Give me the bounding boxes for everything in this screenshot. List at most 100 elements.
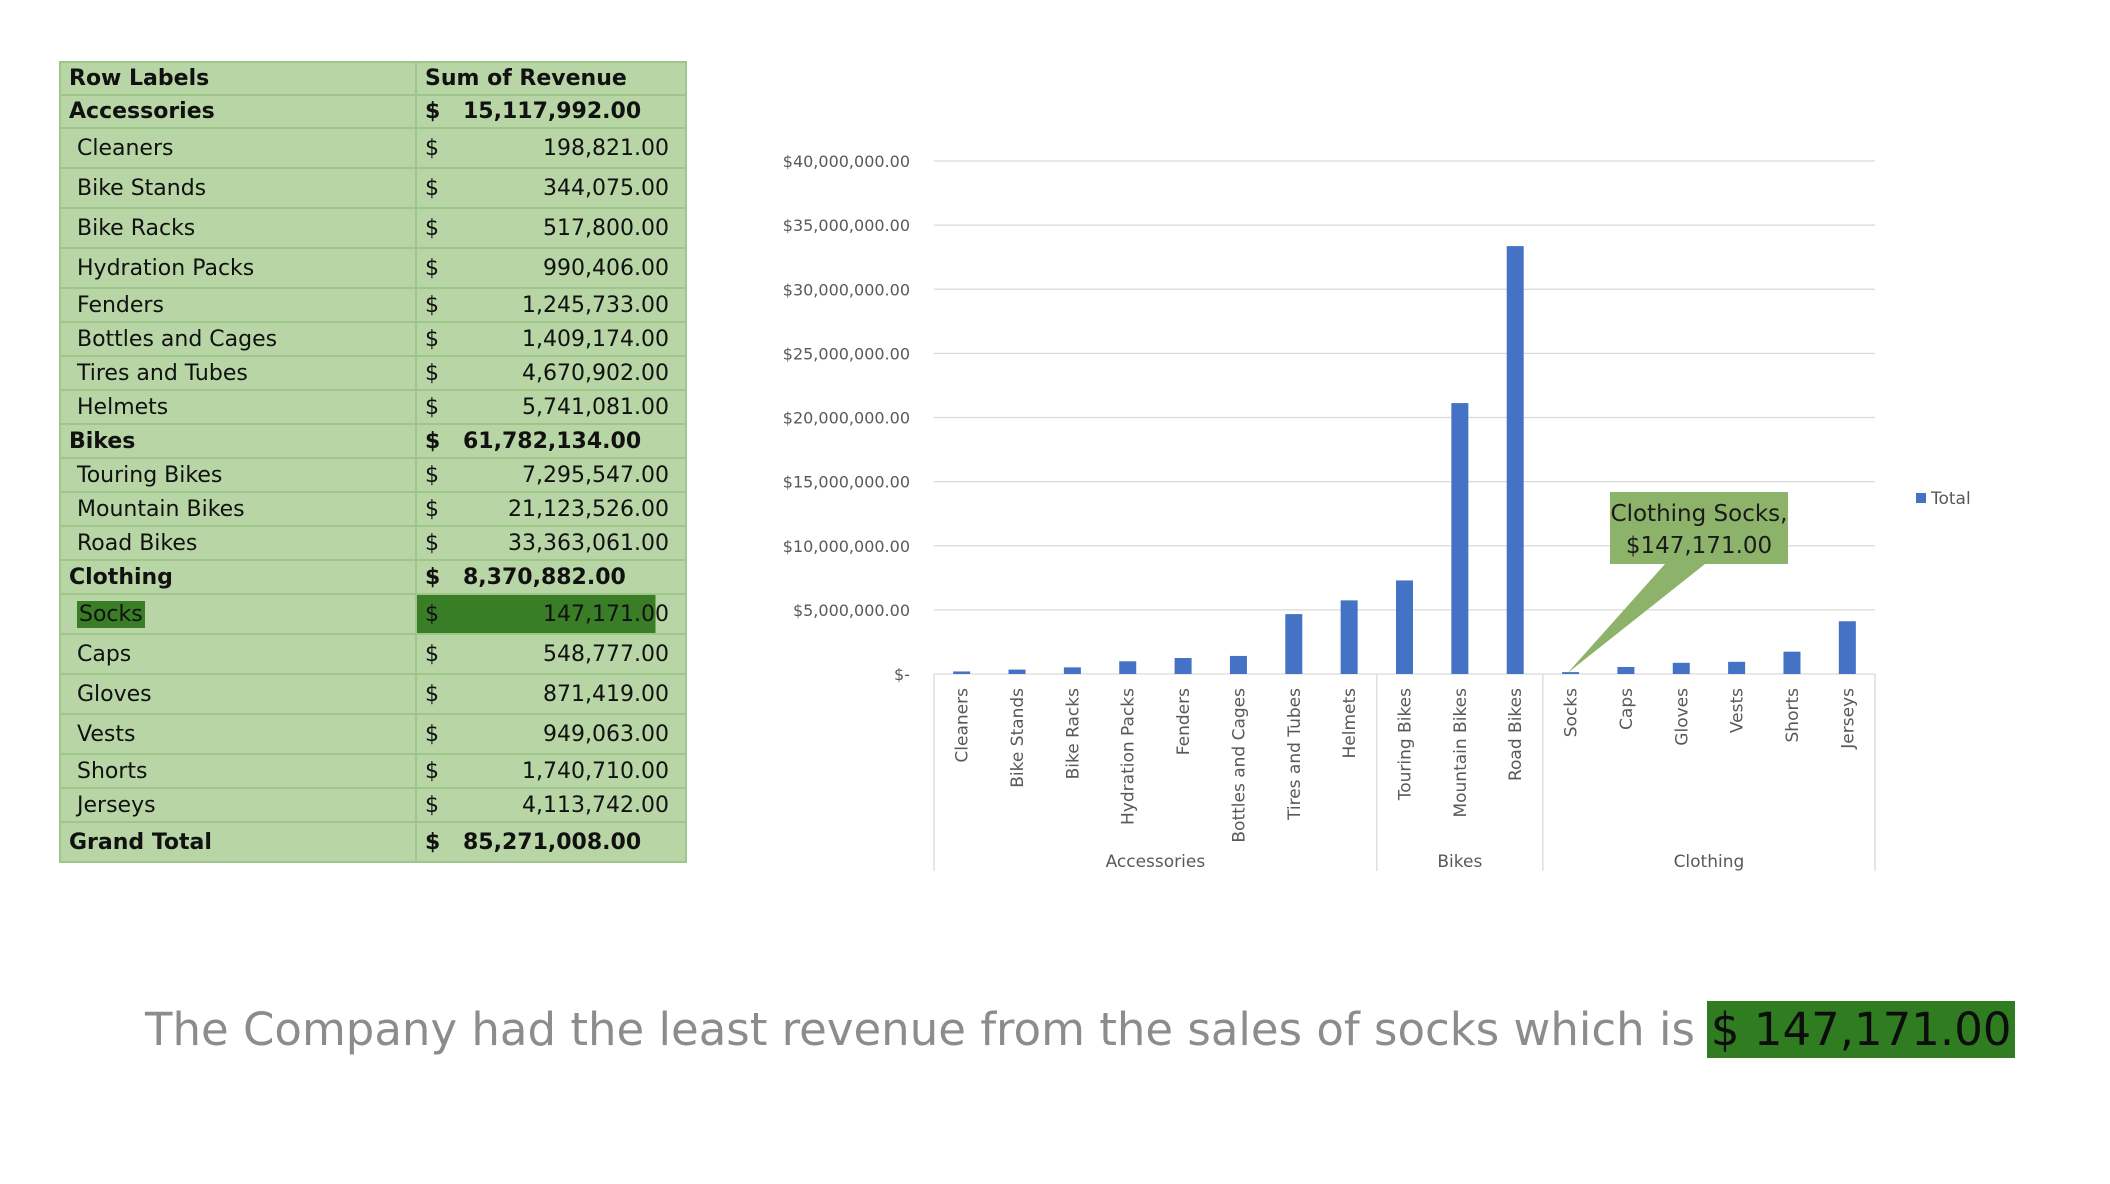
header-sum-of-revenue[interactable]: Sum of Revenue [415, 61, 687, 96]
row-label-cell[interactable]: Helmets [59, 389, 417, 425]
x-category-label: Helmets [1340, 688, 1360, 759]
row-label-cell[interactable]: Hydration Packs [59, 247, 417, 289]
row-label-cell[interactable]: Bottles and Cages [59, 321, 417, 357]
row-label-cell[interactable]: Bikes [59, 423, 417, 459]
revenue-cell[interactable]: $517,800.00 [415, 207, 687, 249]
revenue-cell[interactable]: $8,370,882.00 [415, 559, 687, 595]
pivot-item-row: Socks $147,171.00 [59, 593, 687, 635]
revenue-cell[interactable]: $198,821.00 [415, 127, 687, 169]
currency-symbol: $ [425, 601, 439, 627]
revenue-cell[interactable]: $147,171.00 [415, 593, 687, 635]
bar-bike-stands[interactable] [1008, 669, 1026, 674]
row-label-cell[interactable]: Bike Racks [59, 207, 417, 249]
revenue-cell[interactable]: $4,670,902.00 [415, 355, 687, 391]
revenue-cell[interactable]: $4,113,742.00 [415, 787, 687, 823]
revenue-cell[interactable]: $85,271,008.00 [415, 821, 687, 863]
y-tick-label: $5,000,000.00 [793, 601, 910, 620]
pivot-item-row: Hydration Packs $990,406.00 [59, 247, 687, 289]
currency-symbol: $ [425, 135, 439, 161]
bar-road-bikes[interactable] [1506, 246, 1524, 674]
revenue-cell[interactable]: $5,741,081.00 [415, 389, 687, 425]
row-label-cell[interactable]: Jerseys [59, 787, 417, 823]
bar-bike-racks[interactable] [1063, 667, 1081, 674]
row-label-cell[interactable]: Vests [59, 713, 417, 755]
currency-symbol: $ [425, 255, 439, 281]
bar-caps[interactable] [1617, 666, 1635, 674]
pivot-item-row: Jerseys $4,113,742.00 [59, 787, 687, 823]
pivot-item-row: Gloves $871,419.00 [59, 673, 687, 715]
currency-symbol: $ [425, 530, 439, 556]
bar-vests[interactable] [1728, 661, 1746, 674]
row-label-cell[interactable]: Fenders [59, 287, 417, 323]
revenue-cell[interactable]: $871,419.00 [415, 673, 687, 715]
revenue-cell[interactable]: $1,409,174.00 [415, 321, 687, 357]
currency-symbol: $ [425, 360, 439, 386]
row-label-cell[interactable]: Road Bikes [59, 525, 417, 561]
chart-bars[interactable] [953, 246, 1856, 674]
bar-hydration-packs[interactable] [1119, 661, 1137, 674]
bar-shorts[interactable] [1783, 651, 1801, 674]
row-label-cell[interactable]: Cleaners [59, 127, 417, 169]
revenue-cell[interactable]: $33,363,061.00 [415, 525, 687, 561]
revenue-cell[interactable]: $21,123,526.00 [415, 491, 687, 527]
bar-helmets[interactable] [1340, 600, 1358, 674]
revenue-cell[interactable]: $344,075.00 [415, 167, 687, 209]
row-label-cell[interactable]: Shorts [59, 753, 417, 789]
row-label-cell[interactable]: Socks [59, 593, 417, 635]
row-label: Bottles and Cages [77, 326, 278, 352]
revenue-value: 5,741,081.00 [522, 394, 669, 420]
row-label: Road Bikes [77, 530, 198, 556]
pivot-item-row: Bike Racks $517,800.00 [59, 207, 687, 249]
pivot-item-row: Bottles and Cages $1,409,174.00 [59, 321, 687, 357]
statement-text: The Company had the least revenue from t… [145, 1003, 1695, 1056]
x-category-label: Caps [1617, 688, 1637, 730]
bar-touring-bikes[interactable] [1396, 580, 1413, 674]
bar-mountain-bikes[interactable] [1451, 403, 1469, 674]
row-label-cell[interactable]: Clothing [59, 559, 417, 595]
bar-socks[interactable] [1562, 672, 1580, 674]
pivot-item-row: Caps $548,777.00 [59, 633, 687, 675]
y-tick-label: $25,000,000.00 [783, 344, 910, 363]
row-label-cell[interactable]: Accessories [59, 94, 417, 129]
bar-bottles-and-cages[interactable] [1229, 655, 1247, 674]
revenue-cell[interactable]: $949,063.00 [415, 713, 687, 755]
header-row-labels[interactable]: Row Labels [59, 61, 417, 96]
row-label-cell[interactable]: Bike Stands [59, 167, 417, 209]
revenue-cell[interactable]: $548,777.00 [415, 633, 687, 675]
row-label-cell[interactable]: Caps [59, 633, 417, 675]
revenue-cell[interactable]: $61,782,134.00 [415, 423, 687, 459]
bar-cleaners[interactable] [953, 671, 971, 674]
revenue-cell[interactable]: $15,117,992.00 [415, 94, 687, 129]
row-label: Cleaners [77, 135, 174, 161]
bar-fenders[interactable] [1174, 658, 1192, 674]
currency-symbol: $ [425, 175, 439, 201]
revenue-cell[interactable]: $7,295,547.00 [415, 457, 687, 493]
row-label-cell[interactable]: Gloves [59, 673, 417, 715]
row-label-cell[interactable]: Mountain Bikes [59, 491, 417, 527]
row-label: Vests [77, 721, 136, 747]
row-label-cell[interactable]: Tires and Tubes [59, 355, 417, 391]
bar-jerseys[interactable] [1838, 621, 1856, 674]
row-label: Socks [77, 600, 145, 628]
chart-legend[interactable]: Total [1916, 489, 1971, 509]
row-label-cell[interactable]: Grand Total [59, 821, 417, 863]
pivot-item-row: Tires and Tubes $4,670,902.00 [59, 355, 687, 391]
row-label-cell[interactable]: Touring Bikes [59, 457, 417, 493]
pivot-item-row: Cleaners $198,821.00 [59, 127, 687, 169]
pivot-header-row: Row Labels Sum of Revenue [59, 61, 687, 96]
group-label: Bikes [1437, 852, 1482, 872]
revenue-value: 61,782,134.00 [463, 428, 642, 454]
x-category-label: Hydration Packs [1119, 688, 1139, 825]
x-axis-category-labels: Cleaners Bike Stands Bike Racks Hydration P… [953, 688, 1859, 843]
bar-gloves[interactable] [1672, 662, 1690, 674]
row-label: Bike Stands [77, 175, 207, 201]
revenue-value: 21,123,526.00 [508, 496, 669, 522]
pivot-item-row: Bike Stands $344,075.00 [59, 167, 687, 209]
callout-pointer [1567, 564, 1705, 673]
legend-label: Total [1930, 489, 1971, 509]
revenue-cell[interactable]: $990,406.00 [415, 247, 687, 289]
revenue-cell[interactable]: $1,740,710.00 [415, 753, 687, 789]
revenue-cell[interactable]: $1,245,733.00 [415, 287, 687, 323]
bar-tires-and-tubes[interactable] [1285, 614, 1303, 674]
row-label: Mountain Bikes [77, 496, 245, 522]
